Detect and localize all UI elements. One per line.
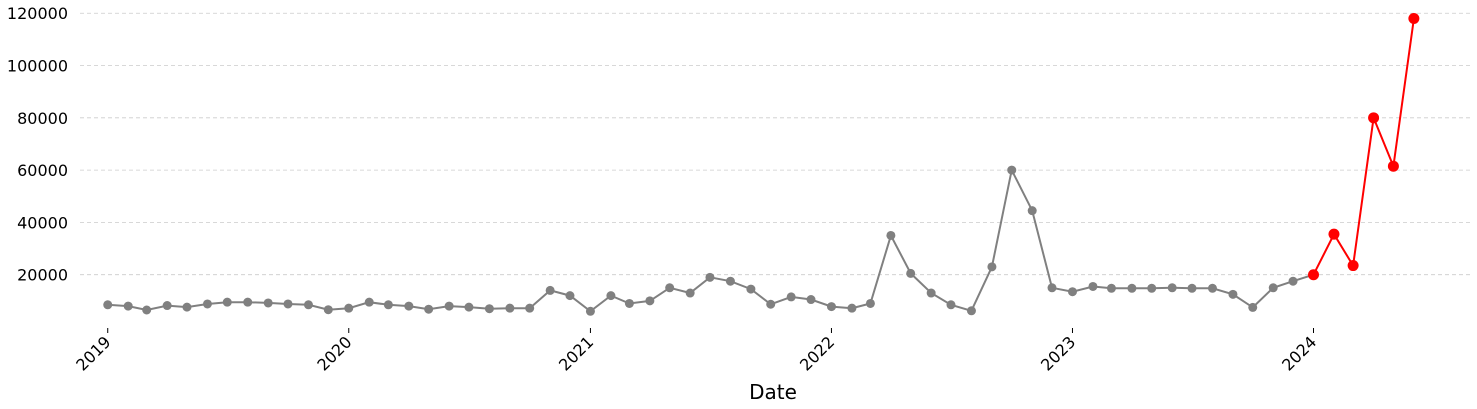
data-point-historical <box>484 304 494 314</box>
data-point-historical <box>1127 283 1137 293</box>
data-point-historical <box>966 306 976 316</box>
data-point-historical <box>464 302 474 312</box>
data-point-historical <box>142 305 152 315</box>
x-tick-label: 2023 <box>1037 332 1079 374</box>
data-point-historical <box>1088 281 1098 291</box>
x-tick-label: 2022 <box>796 332 838 374</box>
x-axis-ticks: 2019 2020 2021 2022 2023 2024 <box>72 328 1320 375</box>
data-point-historical <box>1167 283 1177 293</box>
x-tick-label: 2024 <box>1278 332 1320 374</box>
data-point-recent <box>1347 260 1359 272</box>
grid-lines <box>80 12 1470 276</box>
data-point-historical <box>624 298 634 308</box>
data-point-historical <box>344 303 354 313</box>
data-point-historical <box>182 302 192 312</box>
data-point-historical <box>1027 206 1037 216</box>
data-point-historical <box>725 276 735 286</box>
x-tick-label: 2019 <box>72 332 114 374</box>
data-point-historical <box>746 284 756 294</box>
y-tick-label: 100000 <box>7 57 68 76</box>
data-point-historical <box>665 283 675 293</box>
data-point-historical <box>906 268 916 278</box>
data-point-historical <box>383 300 393 310</box>
data-point-historical <box>323 305 333 315</box>
data-point-historical <box>103 300 113 310</box>
data-point-historical <box>505 303 515 313</box>
y-tick-label: 80000 <box>17 109 68 128</box>
y-tick-label: 20000 <box>17 266 68 285</box>
data-point-historical <box>865 298 875 308</box>
y-axis-ticks: 20000 40000 60000 80000 100000 120000 <box>7 4 68 284</box>
data-point-historical <box>826 302 836 312</box>
data-point-historical <box>303 300 313 310</box>
data-point-recent <box>1408 12 1420 24</box>
y-tick-label: 40000 <box>17 213 68 232</box>
data-point-historical <box>1228 289 1238 299</box>
data-point-historical <box>202 299 212 309</box>
data-point-historical <box>444 301 454 311</box>
data-point-historical <box>1248 302 1258 312</box>
data-point-recent <box>1328 228 1340 240</box>
series-lines <box>107 18 1415 313</box>
data-point-historical <box>243 297 253 307</box>
data-point-historical <box>585 306 595 316</box>
data-point-historical <box>685 288 695 298</box>
data-point-historical <box>545 285 555 295</box>
y-tick-label: 120000 <box>7 4 68 23</box>
data-point-historical <box>705 272 715 282</box>
data-point-recent <box>1368 112 1380 124</box>
data-point-historical <box>162 301 172 311</box>
data-point-historical <box>364 297 374 307</box>
data-point-historical <box>404 301 414 311</box>
data-point-historical <box>1007 165 1017 175</box>
data-point-historical <box>1047 283 1057 293</box>
series-points <box>103 12 1420 316</box>
data-point-historical <box>1147 283 1157 293</box>
x-tick-label: 2021 <box>555 332 597 374</box>
data-point-recent <box>1308 269 1320 281</box>
data-point-historical <box>263 298 273 308</box>
data-point-historical <box>424 304 434 314</box>
data-point-historical <box>1207 283 1217 293</box>
y-tick-label: 60000 <box>17 161 68 180</box>
data-point-historical <box>283 299 293 309</box>
data-point-historical <box>926 288 936 298</box>
data-point-historical <box>525 303 535 313</box>
data-point-historical <box>645 296 655 306</box>
data-point-historical <box>1288 276 1298 286</box>
data-point-historical <box>606 291 616 301</box>
data-point-historical <box>946 300 956 310</box>
data-point-recent <box>1387 160 1399 172</box>
data-point-historical <box>222 297 232 307</box>
x-tick-label: 2020 <box>313 332 355 374</box>
x-axis-label: Date <box>749 380 797 404</box>
data-point-historical <box>1187 283 1197 293</box>
data-point-historical <box>987 262 997 272</box>
data-point-historical <box>1106 283 1116 293</box>
data-point-historical <box>1268 283 1278 293</box>
data-point-historical <box>766 299 776 309</box>
series-line-recent <box>1312 18 1415 276</box>
data-point-historical <box>1067 287 1077 297</box>
data-point-historical <box>806 295 816 305</box>
data-point-historical <box>847 303 857 313</box>
data-point-historical <box>786 292 796 302</box>
data-point-historical <box>123 301 133 311</box>
data-point-historical <box>886 230 896 240</box>
data-point-historical <box>565 291 575 301</box>
